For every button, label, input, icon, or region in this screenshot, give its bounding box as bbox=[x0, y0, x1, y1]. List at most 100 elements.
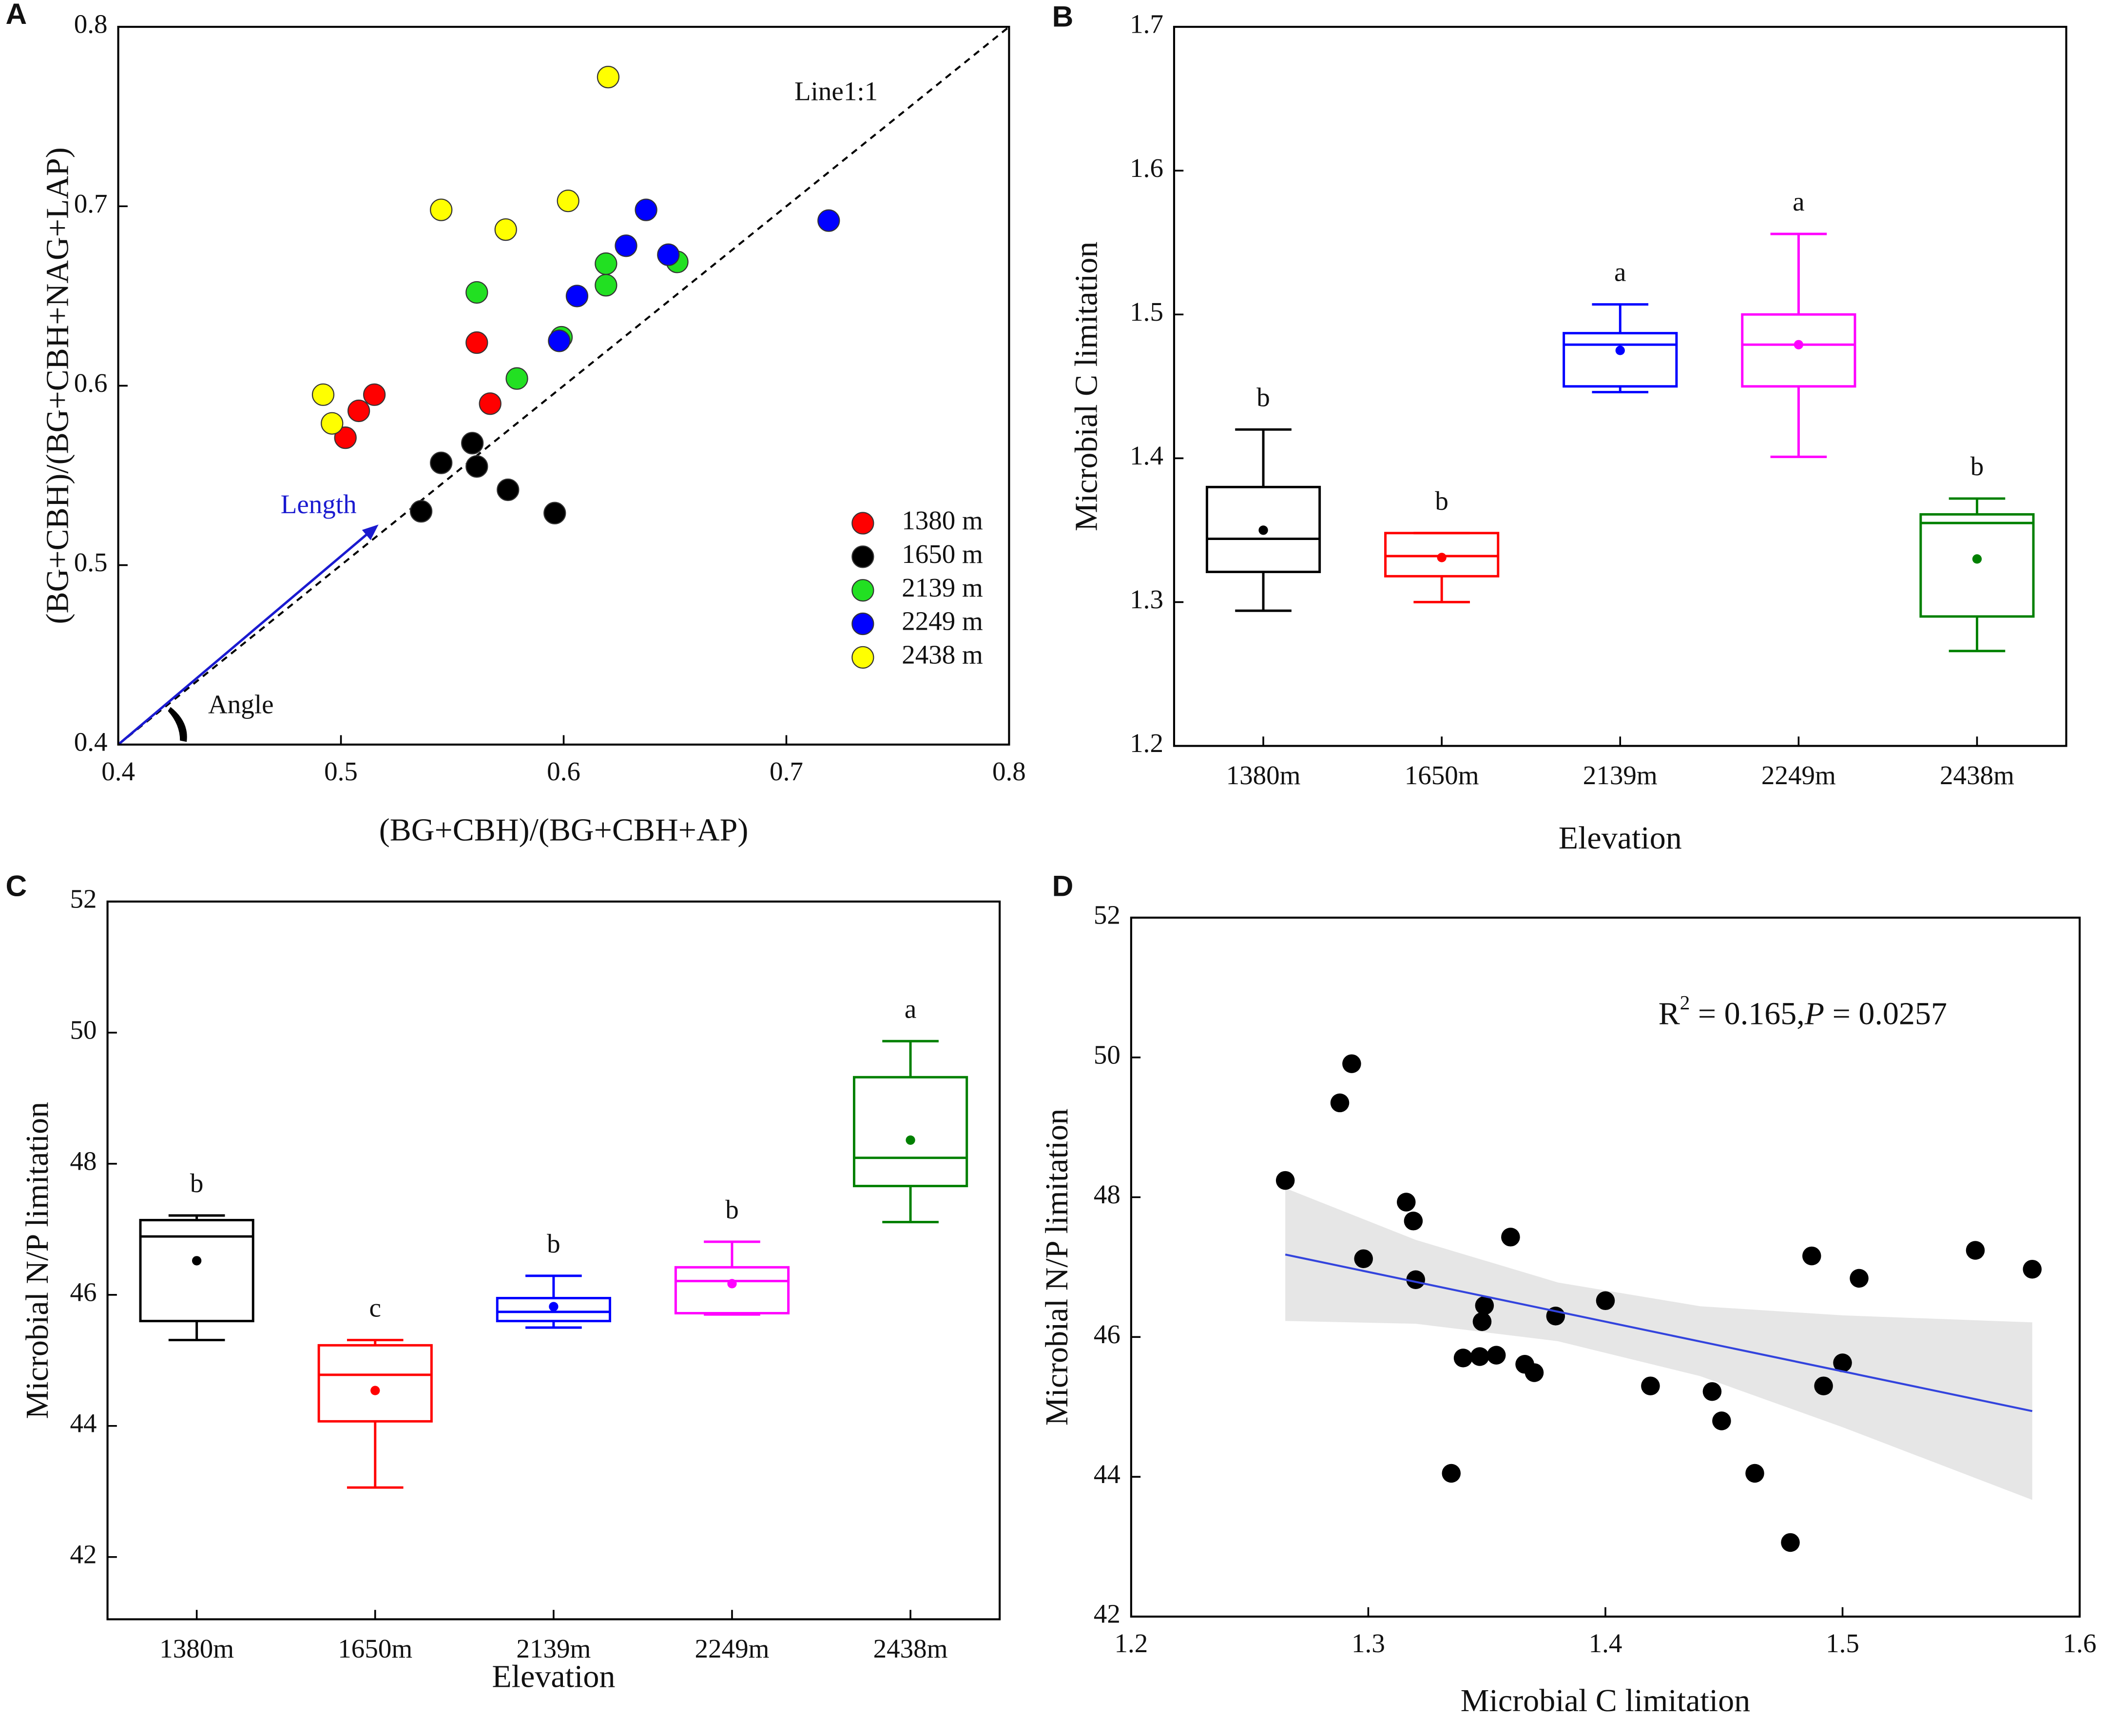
significance-letter: b bbox=[1970, 451, 1984, 481]
y-tick-label: 48 bbox=[70, 1146, 97, 1176]
scatter-point bbox=[347, 399, 370, 423]
annotation: Angle bbox=[208, 689, 274, 719]
box bbox=[1563, 332, 1678, 388]
y-tick-label: 1.4 bbox=[1130, 441, 1163, 470]
scatter-point bbox=[1397, 1193, 1416, 1212]
significance-letter: b bbox=[725, 1195, 739, 1224]
y-axis-title: Microbial N/P limitation bbox=[19, 1102, 55, 1419]
reference-line bbox=[117, 26, 1010, 746]
x-tick-label: 1650m bbox=[338, 1634, 412, 1663]
x-tick-label: 0.8 bbox=[992, 756, 1026, 786]
annotation: Length bbox=[281, 489, 357, 519]
box bbox=[1919, 513, 2035, 618]
x-tick-label: 2139m bbox=[516, 1634, 591, 1663]
x-tick-label: 1.5 bbox=[1826, 1628, 1859, 1658]
scatter-point bbox=[505, 367, 528, 390]
length-arrow bbox=[117, 530, 371, 746]
scatter-point bbox=[1525, 1363, 1544, 1382]
plot-frame bbox=[117, 25, 1010, 746]
scatter-point bbox=[1442, 1464, 1461, 1483]
scatter-point bbox=[565, 285, 589, 308]
significance-letter: b bbox=[547, 1229, 560, 1258]
scatter-point bbox=[557, 190, 579, 212]
legend-label: 1380 m bbox=[902, 505, 983, 535]
mean-point bbox=[906, 1135, 915, 1145]
y-axis-title: Microbial C limitation bbox=[1069, 242, 1104, 531]
scatter-point bbox=[597, 66, 620, 89]
stats-annotation: R2 = 0.165,P = 0.0257 bbox=[1659, 991, 1947, 1031]
scatter-point bbox=[1354, 1249, 1373, 1268]
significance-letter: a bbox=[905, 994, 916, 1023]
scatter-point bbox=[409, 500, 433, 523]
y-tick-label: 1.3 bbox=[1130, 584, 1163, 614]
scatter-point bbox=[1275, 1171, 1295, 1190]
x-axis-title: Elevation bbox=[492, 1659, 615, 1695]
scatter-point bbox=[1453, 1349, 1473, 1368]
scatter-point bbox=[1342, 1054, 1361, 1073]
y-tick-label: 0.8 bbox=[74, 9, 108, 39]
scatter-point bbox=[430, 451, 453, 474]
scatter-point bbox=[430, 198, 453, 221]
stat-superscript: 2 bbox=[1680, 991, 1690, 1014]
y-tick-label: 44 bbox=[70, 1408, 97, 1438]
mean-point bbox=[192, 1256, 202, 1266]
y-tick-label: 50 bbox=[1094, 1040, 1120, 1069]
mean-point bbox=[370, 1386, 380, 1395]
x-tick-label: 0.4 bbox=[101, 756, 135, 786]
panel-label: A bbox=[6, 0, 27, 30]
scatter-point bbox=[497, 478, 520, 502]
plot-frame bbox=[106, 900, 1001, 1620]
scatter-point bbox=[461, 432, 484, 455]
scatter-point bbox=[543, 502, 566, 524]
scatter-point bbox=[1850, 1269, 1869, 1288]
box bbox=[852, 1076, 968, 1187]
panel-label: C bbox=[6, 869, 27, 902]
box bbox=[1384, 532, 1500, 578]
legend-swatch bbox=[851, 579, 874, 602]
legend-swatch bbox=[851, 545, 874, 568]
stat-text: R bbox=[1659, 996, 1680, 1032]
y-tick-label: 46 bbox=[1094, 1319, 1120, 1349]
legend-swatch bbox=[851, 612, 874, 636]
significance-letter: b bbox=[1256, 382, 1270, 412]
mean-point bbox=[1258, 525, 1268, 535]
mean-point bbox=[549, 1302, 559, 1312]
scatter-point bbox=[1745, 1464, 1764, 1483]
scatter-point bbox=[1966, 1241, 1985, 1260]
x-tick-label: 0.7 bbox=[770, 756, 803, 786]
significance-letter: c bbox=[369, 1293, 381, 1323]
y-tick-label: 42 bbox=[1094, 1599, 1120, 1629]
scatter-point bbox=[1472, 1312, 1492, 1331]
scatter-point bbox=[1833, 1353, 1852, 1372]
significance-letter: b bbox=[190, 1168, 204, 1198]
scatter-point bbox=[615, 234, 637, 257]
fit-line bbox=[1285, 1254, 2033, 1412]
scatter-point bbox=[1712, 1411, 1731, 1430]
scatter-point bbox=[465, 331, 488, 354]
scatter-point bbox=[657, 243, 680, 266]
legend-label: 2139 m bbox=[902, 573, 983, 602]
x-tick-label: 1380m bbox=[159, 1634, 234, 1663]
scatter-point bbox=[1501, 1227, 1520, 1247]
scatter-point bbox=[595, 274, 618, 297]
scatter-point bbox=[1475, 1296, 1494, 1315]
scatter-point bbox=[465, 281, 488, 304]
box bbox=[1741, 313, 1856, 388]
x-axis-title: Elevation bbox=[1559, 820, 1682, 856]
scatter-point bbox=[2023, 1259, 2042, 1279]
scatter-point bbox=[1802, 1246, 1821, 1266]
mean-point bbox=[1794, 340, 1804, 349]
arrow-head bbox=[362, 524, 379, 540]
scatter-point bbox=[1781, 1533, 1800, 1552]
box bbox=[674, 1266, 790, 1314]
box bbox=[317, 1344, 433, 1423]
scatter-point bbox=[321, 412, 344, 435]
x-tick-label: 1.3 bbox=[1351, 1628, 1385, 1658]
y-tick-label: 44 bbox=[1094, 1459, 1120, 1489]
x-tick-label: 1.4 bbox=[1589, 1628, 1622, 1658]
scatter-point bbox=[548, 329, 571, 352]
mean-point bbox=[727, 1279, 737, 1289]
y-axis-title: (BG+CBH)/(BG+CBH+NAG+LAP) bbox=[39, 147, 75, 624]
